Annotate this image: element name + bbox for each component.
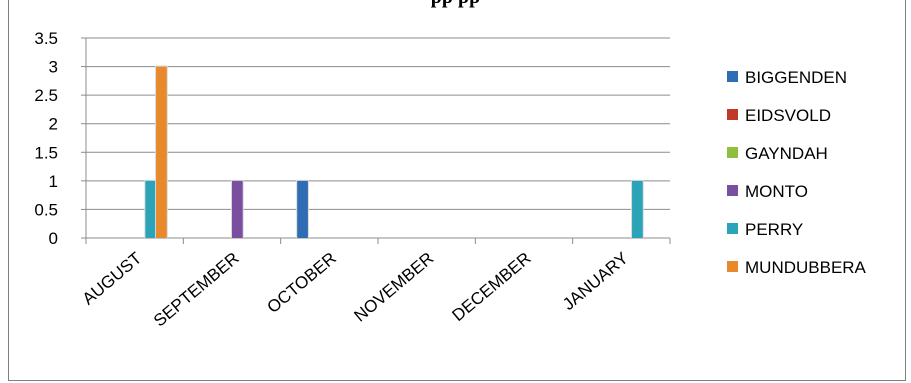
- y-tick-label: 0.5: [34, 200, 58, 219]
- bars: [144, 65, 644, 238]
- bar-monto: [232, 180, 243, 238]
- bar-perry: [632, 180, 643, 238]
- y-tick-label: 2.5: [34, 86, 58, 105]
- legend-label: BIGGENDEN: [745, 68, 847, 87]
- legend-swatch: [727, 261, 738, 272]
- legend-label: EIDSVOLD: [745, 106, 831, 125]
- y-tick-label: 3: [49, 58, 58, 77]
- bar-mundubbera: [156, 66, 167, 238]
- chart-title: pp pp: [0, 0, 911, 9]
- x-category-label: AUGUST: [79, 249, 145, 309]
- x-category-labels: AUGUST SEPTEMBER OCTOBER NOVEMBER DECEMBER JA…: [79, 249, 632, 331]
- x-category-label: DECEMBER: [449, 249, 535, 325]
- y-tick-labels: 0 0.5 1 1.5 2 2.5 3 3.5: [34, 29, 58, 248]
- y-tick-label: 1.5: [34, 143, 58, 162]
- x-category-label: NOVEMBER: [350, 249, 437, 326]
- y-tick-label: 0: [49, 229, 58, 248]
- axes: [81, 37, 671, 244]
- legend-label: MONTO: [745, 182, 808, 201]
- gridlines: [86, 37, 670, 210]
- legend-swatch: [727, 185, 738, 196]
- bar-perry: [145, 180, 157, 238]
- y-tick-label: 1: [49, 172, 58, 191]
- y-tick-label: 2: [49, 115, 58, 134]
- legend: BIGGENDEN EIDSVOLD GAYNDAH MONTO PERRY MUNDUB…: [727, 68, 867, 277]
- legend-swatch: [727, 109, 738, 120]
- legend-swatch: [727, 223, 738, 234]
- x-category-label: OCTOBER: [264, 249, 340, 317]
- x-category-label: SEPTEMBER: [150, 249, 243, 331]
- legend-label: MUNDUBBERA: [745, 258, 867, 277]
- legend-swatch: [727, 147, 738, 158]
- bar-biggenden: [297, 180, 308, 238]
- x-category-label: JANUARY: [559, 249, 632, 314]
- legend-label: PERRY: [745, 220, 803, 239]
- legend-swatch: [727, 71, 738, 82]
- y-tick-label: 3.5: [34, 29, 58, 48]
- legend-label: GAYNDAH: [745, 144, 828, 163]
